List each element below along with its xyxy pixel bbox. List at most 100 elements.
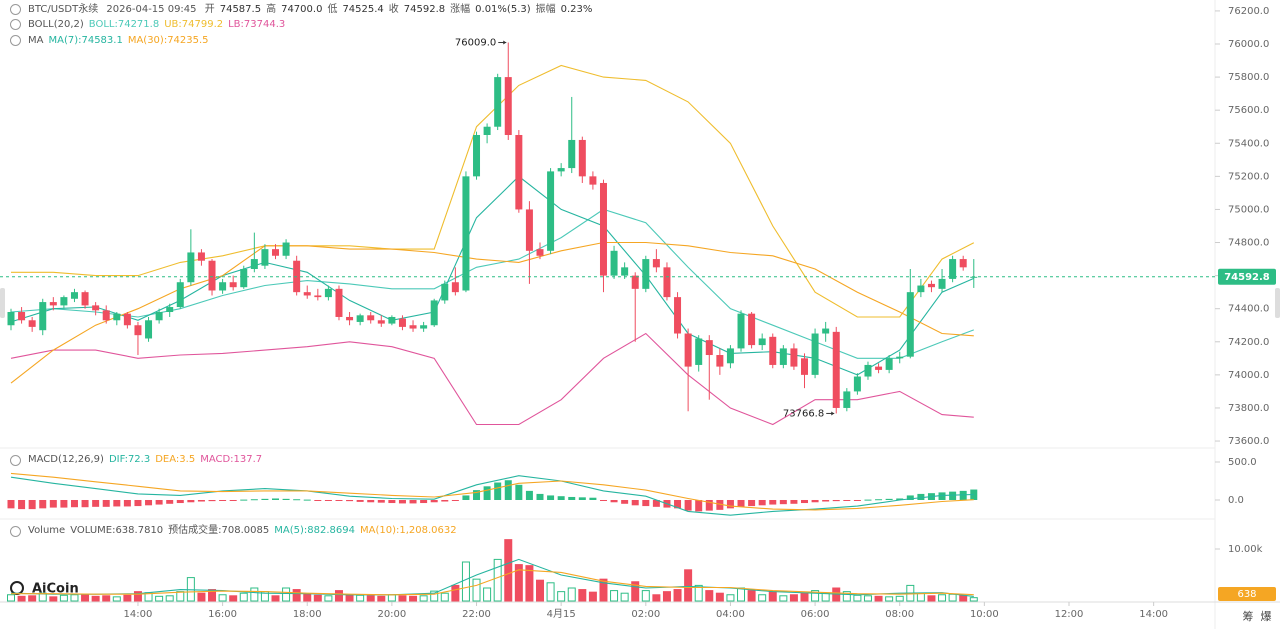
candle-body [959, 259, 967, 268]
macd-bar [769, 499, 777, 505]
left-handle[interactable] [0, 288, 5, 318]
volume-bar [546, 582, 555, 602]
candle-body [843, 391, 851, 408]
x-tick-label: 08:00 [885, 609, 914, 620]
settings-icon[interactable] [10, 35, 21, 46]
macd-bar [843, 499, 851, 501]
volume-bar [250, 587, 259, 602]
candle-body [145, 320, 153, 339]
candle-body [356, 315, 364, 322]
corner-icon[interactable]: 爆 [1261, 609, 1272, 623]
volume-bar [525, 565, 534, 602]
macd-bar [748, 499, 756, 507]
macd-bar [250, 499, 258, 501]
field-value: 0.01%(5.3) [475, 4, 531, 15]
volume-bar [821, 592, 830, 602]
y-tick-label: 75200.0 [1228, 171, 1269, 182]
indicator-title: MA [28, 35, 44, 46]
settings-icon[interactable] [10, 526, 21, 537]
candle-body [684, 333, 692, 367]
macd-bar [187, 499, 195, 503]
volume-bar [758, 594, 767, 602]
macd-bar [346, 499, 354, 502]
candle-body [113, 313, 121, 321]
volume-bar [641, 590, 650, 602]
macd-bar [451, 499, 459, 501]
volume-bar [430, 590, 439, 602]
macd-bar [547, 495, 555, 500]
volume-bar [620, 592, 629, 602]
candle-body [758, 338, 766, 346]
settings-icon[interactable] [10, 455, 21, 466]
volume-bar [377, 595, 386, 602]
volume-bar [747, 590, 756, 602]
candle-body [769, 336, 777, 365]
volume-bar [451, 584, 460, 602]
candle-body [123, 313, 131, 326]
macd-bar [462, 495, 470, 500]
macd-bar [906, 495, 914, 500]
candle-body [229, 282, 237, 288]
candle-body [822, 328, 830, 334]
volume-bar [303, 593, 312, 602]
price-tag [1218, 268, 1276, 285]
volume-bar [472, 578, 481, 602]
y-tick-label: 73600.0 [1228, 436, 1269, 447]
candle-body [790, 348, 798, 367]
candle-body [663, 267, 671, 298]
macd-bar [388, 499, 396, 504]
candle-body [335, 288, 343, 317]
volume-bar [863, 595, 872, 602]
macd-bar [832, 499, 840, 502]
macd-bar [758, 499, 766, 506]
indicator-line [10, 475, 974, 516]
macd-bar [959, 490, 967, 500]
volume-ma: MA(10):1,208.0632 [359, 525, 457, 536]
volume-bar [440, 592, 449, 602]
collapse-icon[interactable] [10, 4, 21, 15]
candle-body [949, 259, 957, 279]
macd-bar [176, 499, 184, 504]
macd-bar [441, 499, 449, 502]
candle-body [314, 295, 322, 298]
volume-bar [483, 587, 492, 602]
annotation-arrowhead [503, 40, 507, 45]
fields: 开 74587.5 高 74700.0 低 74525.4 收 74592.8 涨幅 0.01%(… [205, 4, 598, 15]
macd-bar [875, 499, 883, 501]
macd-bar [102, 499, 110, 507]
candle-body [547, 171, 555, 251]
macd-bar [219, 499, 227, 501]
candle-body [864, 364, 872, 377]
settings-icon[interactable] [10, 19, 21, 30]
candle-body [377, 320, 385, 324]
y-tick-label: 500.0 [1228, 457, 1257, 468]
right-handle[interactable] [1275, 288, 1280, 318]
macd-bar [779, 499, 787, 505]
corner-icon[interactable]: 筹 [1243, 609, 1254, 623]
candle-body [49, 302, 57, 306]
macd-bar [737, 499, 745, 507]
macd-bar [578, 497, 586, 500]
candle-body [102, 310, 110, 321]
macd-bar [853, 499, 861, 501]
candle-body [642, 259, 650, 289]
field-label: 高 [266, 4, 277, 15]
candle-body [705, 340, 713, 356]
candle-body [568, 139, 576, 169]
annotation-label: 73766.8 [783, 408, 824, 419]
field-value: 74525.4 [342, 4, 384, 15]
volume-bar [842, 591, 851, 602]
indicator-value: MA(7):74583.1 [48, 35, 123, 46]
field-value: 74592.8 [403, 4, 446, 15]
x-tick-label: 12:00 [1055, 609, 1084, 620]
macd-bar [70, 499, 78, 508]
y-tick-label: 75000.0 [1228, 204, 1269, 215]
candle-body [409, 325, 417, 329]
candle-body [176, 282, 184, 308]
macd-bar [504, 480, 512, 500]
field-value: 74587.5 [219, 4, 262, 15]
candle-body [261, 249, 269, 266]
header: BTC/USDT永续 2026-04-15 09:45 开 74587.5 高 747… [28, 3, 602, 17]
candle-body [801, 358, 808, 375]
